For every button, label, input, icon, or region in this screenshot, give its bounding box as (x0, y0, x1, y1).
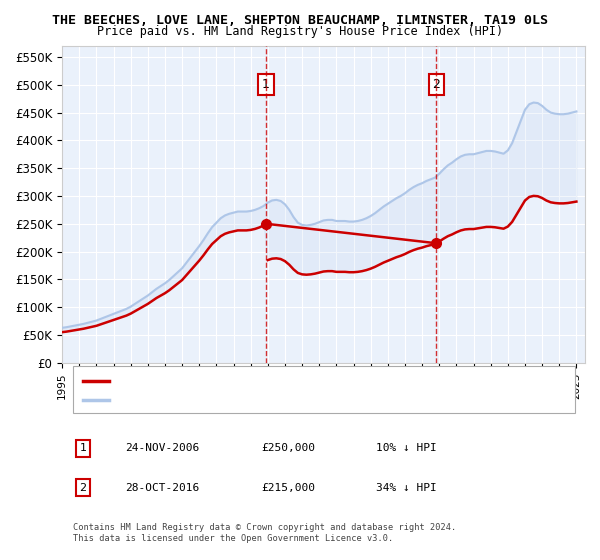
Text: THE BEECHES, LOVE LANE, SHEPTON BEAUCHAMP, ILMINSTER, TA19 0LS (detached hous: THE BEECHES, LOVE LANE, SHEPTON BEAUCHAM… (119, 376, 533, 385)
Text: 28-OCT-2016: 28-OCT-2016 (125, 483, 199, 493)
Text: HPI: Average price, detached house, Somerset: HPI: Average price, detached house, Some… (119, 396, 356, 405)
Text: £215,000: £215,000 (261, 483, 315, 493)
Text: THE BEECHES, LOVE LANE, SHEPTON BEAUCHAMP, ILMINSTER, TA19 0LS: THE BEECHES, LOVE LANE, SHEPTON BEAUCHAM… (52, 14, 548, 27)
Text: 2: 2 (79, 483, 86, 493)
Text: 10% ↓ HPI: 10% ↓ HPI (376, 444, 437, 454)
FancyBboxPatch shape (73, 366, 575, 413)
Text: 2: 2 (433, 78, 440, 91)
Text: 34% ↓ HPI: 34% ↓ HPI (376, 483, 437, 493)
Text: Price paid vs. HM Land Registry's House Price Index (HPI): Price paid vs. HM Land Registry's House … (97, 25, 503, 38)
Text: 1: 1 (262, 78, 270, 91)
Text: £250,000: £250,000 (261, 444, 315, 454)
Text: 1: 1 (80, 444, 86, 454)
Text: 24-NOV-2006: 24-NOV-2006 (125, 444, 199, 454)
Text: Contains HM Land Registry data © Crown copyright and database right 2024.
This d: Contains HM Land Registry data © Crown c… (73, 523, 456, 543)
